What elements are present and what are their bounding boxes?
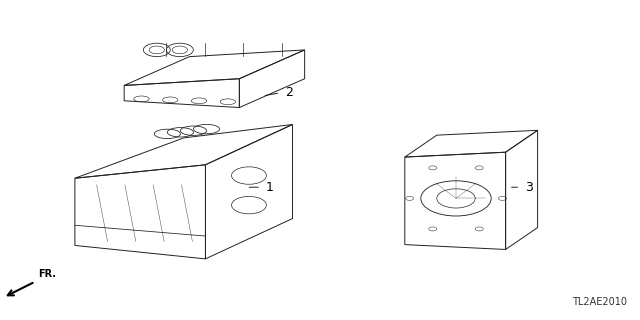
Text: 3: 3	[525, 181, 532, 194]
Text: TL2AE2010: TL2AE2010	[572, 297, 627, 307]
Text: 2: 2	[285, 86, 292, 99]
Text: 1: 1	[266, 181, 273, 194]
Text: FR.: FR.	[38, 269, 56, 279]
